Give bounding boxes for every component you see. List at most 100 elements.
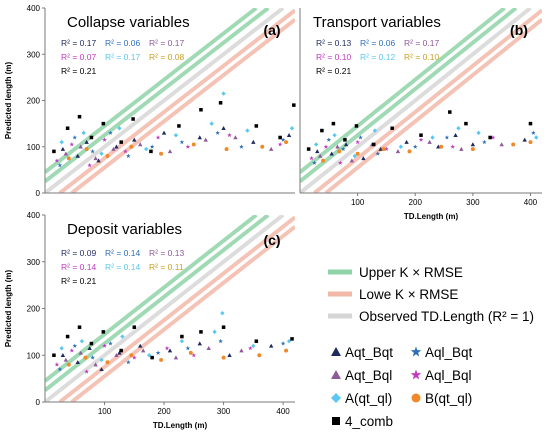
r2-value: R² = 0.07 bbox=[61, 52, 96, 62]
panel-a: 0 100 200 300 400 Predicted length (m) Collaps… bbox=[4, 4, 296, 198]
r2-value: R² = 0.10 bbox=[316, 52, 351, 62]
data-point bbox=[114, 353, 119, 358]
data-point bbox=[289, 126, 295, 131]
observed-line bbox=[45, 215, 285, 402]
data-point bbox=[117, 126, 122, 131]
data-point bbox=[280, 137, 286, 142]
data-point bbox=[87, 162, 92, 168]
data-point bbox=[320, 128, 324, 133]
data-point bbox=[84, 369, 89, 374]
data-point bbox=[99, 357, 104, 363]
data-point bbox=[321, 158, 326, 163]
legend-line-label: Lowe K × RMSE bbox=[359, 287, 458, 302]
data-point bbox=[419, 133, 423, 137]
data-point bbox=[155, 350, 161, 355]
data-point bbox=[233, 135, 238, 140]
data-point bbox=[268, 146, 274, 151]
r2-value: R² = 0.08 bbox=[149, 52, 184, 62]
observed-line bbox=[45, 8, 285, 193]
data-point bbox=[63, 357, 69, 362]
data-point bbox=[490, 135, 496, 140]
data-point bbox=[129, 353, 134, 358]
y-tick-label: 0 bbox=[36, 189, 41, 198]
data-point bbox=[119, 140, 123, 144]
data-point bbox=[470, 142, 476, 147]
data-point bbox=[372, 128, 378, 133]
data-point bbox=[72, 135, 78, 140]
panel-title: Collapse variables bbox=[67, 14, 190, 31]
data-point bbox=[120, 334, 125, 339]
legend-marker-star bbox=[410, 346, 422, 357]
data-point bbox=[89, 135, 94, 140]
data-point bbox=[84, 139, 89, 144]
data-point bbox=[65, 126, 70, 131]
data-point bbox=[313, 142, 319, 147]
r2-value: R² = 0.21 bbox=[61, 276, 96, 286]
data-point bbox=[93, 362, 98, 367]
data-point bbox=[90, 355, 95, 360]
data-point bbox=[65, 334, 70, 339]
data-point bbox=[317, 153, 323, 158]
data-point bbox=[101, 121, 106, 126]
r2-value: R² = 0.14 bbox=[105, 248, 140, 258]
upper-line bbox=[300, 8, 518, 183]
data-point bbox=[343, 142, 349, 147]
data-point bbox=[123, 148, 128, 154]
data-point bbox=[83, 355, 88, 360]
legend-marker-label: Aql_Bqt bbox=[425, 345, 473, 360]
data-point bbox=[476, 130, 481, 136]
data-point bbox=[89, 341, 94, 346]
data-point bbox=[257, 353, 262, 358]
data-point bbox=[75, 153, 80, 158]
data-point bbox=[167, 149, 173, 154]
data-point bbox=[251, 139, 256, 144]
data-point bbox=[161, 130, 167, 135]
lower-line bbox=[324, 18, 542, 193]
data-point bbox=[93, 156, 98, 161]
data-point bbox=[131, 355, 137, 360]
data-point bbox=[444, 135, 450, 140]
panel-label: (a) bbox=[263, 22, 280, 38]
data-point bbox=[227, 353, 232, 358]
y-tick-label: 300 bbox=[27, 50, 41, 59]
data-point bbox=[286, 132, 292, 137]
data-point bbox=[114, 144, 119, 149]
r2-value: R² = 0.17 bbox=[149, 38, 184, 48]
data-point bbox=[284, 348, 289, 353]
data-point bbox=[284, 140, 289, 145]
data-point bbox=[227, 132, 232, 138]
data-point bbox=[191, 142, 196, 147]
data-point bbox=[179, 139, 185, 145]
data-point bbox=[179, 339, 185, 344]
data-point bbox=[528, 140, 533, 145]
data-point bbox=[99, 151, 104, 156]
r2-value: R² = 0.17 bbox=[404, 38, 439, 48]
r2-value: R² = 0.13 bbox=[316, 38, 351, 48]
x-tick-label: 300 bbox=[466, 198, 480, 207]
y-axis-title: Predicted length (m) bbox=[4, 61, 13, 139]
data-point bbox=[108, 341, 113, 346]
data-point bbox=[355, 139, 360, 145]
data-point bbox=[407, 149, 412, 154]
lower-line bbox=[58, 215, 295, 402]
y-tick-label: 100 bbox=[27, 351, 41, 360]
legend: Upper K × RMSE Lowe K × RMSE Observed TD.L… bbox=[328, 265, 534, 429]
data-point bbox=[245, 128, 250, 133]
data-point bbox=[221, 325, 226, 329]
data-point bbox=[66, 156, 71, 161]
data-point bbox=[251, 343, 256, 349]
data-point bbox=[323, 144, 329, 149]
data-point bbox=[173, 355, 179, 360]
data-point bbox=[129, 144, 134, 149]
data-point bbox=[224, 147, 229, 152]
reference-lines bbox=[45, 8, 295, 193]
data-point bbox=[329, 151, 334, 156]
data-point bbox=[159, 151, 164, 156]
data-point bbox=[159, 357, 164, 362]
data-point bbox=[90, 148, 95, 154]
data-point bbox=[395, 149, 401, 154]
data-point bbox=[57, 366, 63, 372]
data-point bbox=[138, 142, 143, 147]
x-tick-label: 200 bbox=[157, 407, 171, 416]
data-point bbox=[464, 121, 468, 126]
